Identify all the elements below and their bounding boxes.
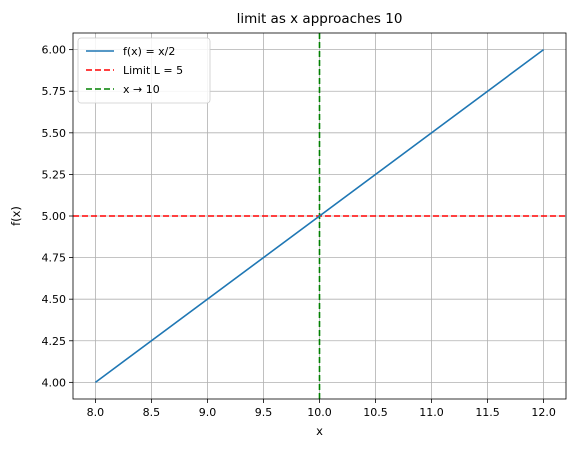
y-axis-label: f(x): [9, 206, 23, 226]
legend: f(x) = x/2 Limit L = 5 x → 10: [77, 37, 211, 104]
y-tick-label: 5.00: [42, 210, 67, 223]
y-tick-label: 6.00: [42, 44, 67, 57]
ticks: 8.0 8.5 9.0 9.5 10.0 10.5 11.0 11.5 12.0 4.00 4.25…: [42, 44, 556, 419]
chart-title: limit as x approaches 10: [237, 11, 403, 27]
legend-entry: Limit L = 5: [123, 64, 183, 77]
x-tick-label: 8.0: [87, 406, 105, 419]
legend-entry: f(x) = x/2: [123, 45, 175, 58]
legend-entry: x → 10: [123, 83, 160, 96]
x-tick-label: 11.0: [419, 406, 444, 419]
y-tick-label: 5.50: [42, 127, 67, 140]
x-tick-label: 12.0: [531, 406, 556, 419]
x-tick-label: 9.0: [199, 406, 217, 419]
y-tick-label: 5.75: [42, 85, 67, 98]
y-tick-label: 5.25: [42, 168, 67, 181]
y-tick-label: 4.50: [42, 293, 67, 306]
x-axis-label: x: [316, 424, 323, 438]
x-tick-label: 9.5: [255, 406, 273, 419]
y-tick-label: 4.00: [42, 376, 67, 389]
y-tick-label: 4.75: [42, 252, 67, 265]
x-tick-label: 10.0: [307, 406, 332, 419]
y-tick-label: 4.25: [42, 335, 67, 348]
legend-box: [77, 37, 211, 104]
x-tick-label: 11.5: [475, 406, 500, 419]
series-line: [94, 48, 545, 384]
x-tick-label: 10.5: [363, 406, 388, 419]
x-tick-label: 8.5: [143, 406, 161, 419]
series: [94, 48, 545, 384]
